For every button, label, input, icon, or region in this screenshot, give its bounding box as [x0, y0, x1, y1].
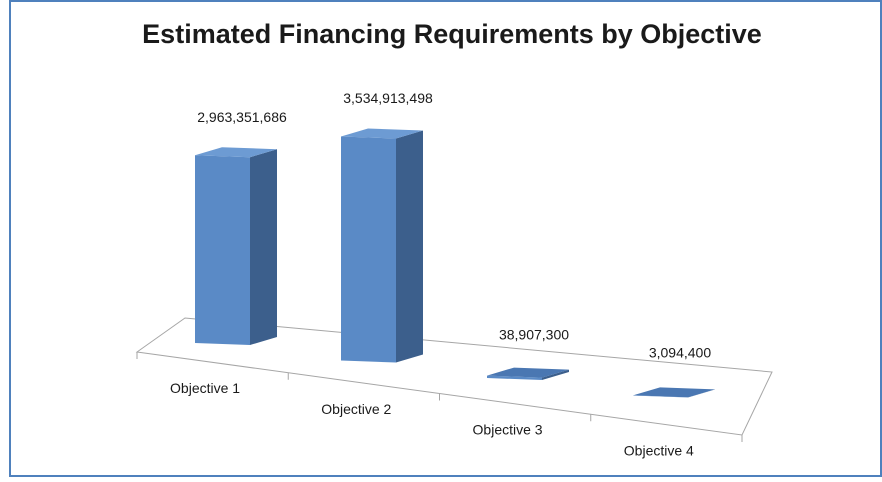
- bar-front: [195, 155, 250, 345]
- value-label: 38,907,300: [499, 327, 569, 343]
- bar-front: [341, 136, 396, 363]
- x-tick-label: Objective 2: [321, 401, 391, 417]
- bar-top: [341, 128, 423, 139]
- x-tick-label: Objective 4: [624, 442, 694, 458]
- bar-side: [542, 369, 569, 381]
- x-tick-label: Objective 3: [473, 422, 543, 438]
- bar-top: [487, 367, 569, 378]
- bar-side: [396, 130, 423, 363]
- value-label: 2,963,351,686: [197, 109, 287, 125]
- bar-side: [250, 149, 277, 345]
- value-label: 3,534,913,498: [343, 90, 433, 106]
- floor: [135, 317, 773, 436]
- bar: [487, 367, 569, 381]
- bar: [195, 147, 277, 345]
- chart-title: Estimated Financing Requirements by Obje…: [142, 19, 762, 49]
- bar-top: [195, 147, 277, 158]
- x-tick-label: Objective 1: [170, 380, 240, 396]
- bar-front: [487, 375, 542, 381]
- bar: [633, 387, 715, 398]
- value-label: 3,094,400: [649, 344, 711, 360]
- bar-top: [633, 387, 715, 398]
- bar-front: [633, 395, 688, 398]
- bar: [341, 128, 423, 363]
- bar-side: [688, 389, 715, 398]
